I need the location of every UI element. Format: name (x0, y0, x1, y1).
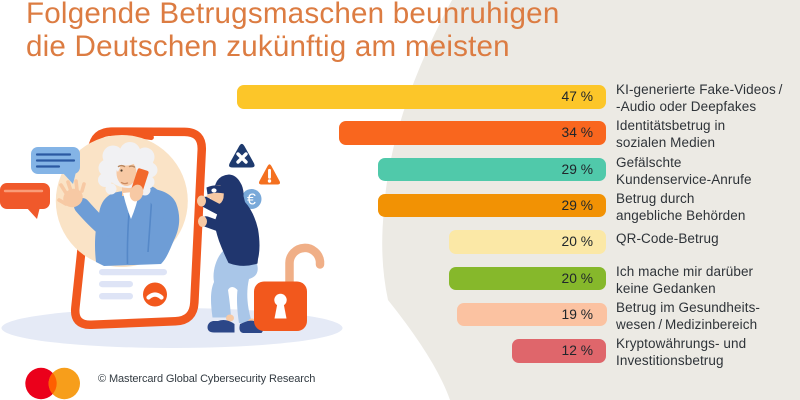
svg-text:€: € (247, 192, 256, 209)
